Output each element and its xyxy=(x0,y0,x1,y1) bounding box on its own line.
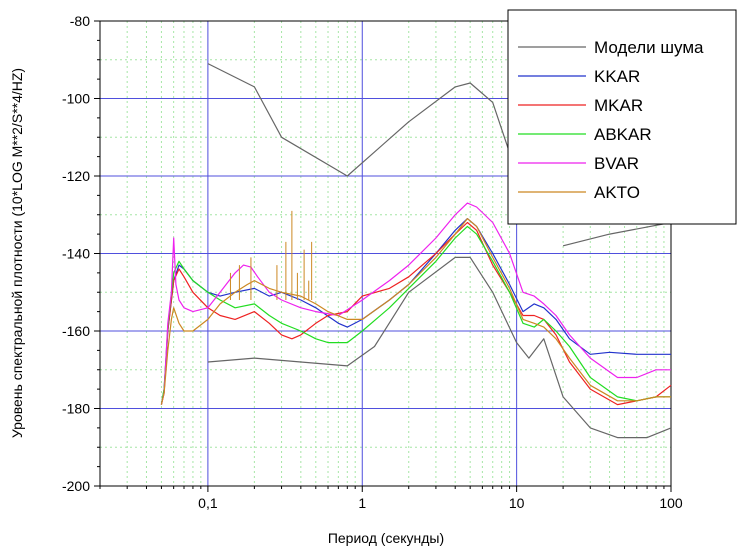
legend-box xyxy=(507,9,737,225)
y-tick-label: -180 xyxy=(62,401,90,417)
series-0-line xyxy=(207,256,672,439)
legend-label: Модели шума xyxy=(594,38,704,57)
legend-label: AKTO xyxy=(594,183,640,202)
series-4-line xyxy=(160,202,671,405)
legend-label: BVAR xyxy=(594,154,639,173)
legend-label: ABKAR xyxy=(594,125,652,144)
series-5-line xyxy=(160,218,671,405)
y-tick-label: -100 xyxy=(62,91,90,107)
legend-label: KKAR xyxy=(594,67,640,86)
x-tick-label: 100 xyxy=(659,495,683,511)
legend-label: MKAR xyxy=(594,96,643,115)
legend: Модели шума KKAR MKAR ABKAR BVAR AKTO xyxy=(507,9,737,225)
y-tick-label: -80 xyxy=(70,13,90,29)
x-axis-title: Период (секунды) xyxy=(328,530,444,546)
series-0-line xyxy=(207,63,518,177)
y-axis-title: Уровень спектральной плотности (10*LOG M… xyxy=(9,68,25,438)
y-tick-label: -160 xyxy=(62,323,90,339)
x-tick-label: 0,1 xyxy=(198,495,218,511)
grid-layer xyxy=(100,21,671,486)
tick-layer: 0,1 1 10 100 -80 -100 -120 -140 -160 -180 -200 xyxy=(62,13,683,511)
series-layer xyxy=(160,63,672,439)
series-3-line xyxy=(160,225,671,405)
y-tick-label: -140 xyxy=(62,246,90,262)
x-tick-label: 10 xyxy=(509,495,525,511)
series-2-line xyxy=(160,221,672,406)
series-1-line xyxy=(160,218,671,405)
x-tick-label: 1 xyxy=(358,495,366,511)
series-0-line xyxy=(562,221,672,247)
y-tick-label: -200 xyxy=(62,478,90,494)
y-tick-label: -120 xyxy=(62,168,90,184)
